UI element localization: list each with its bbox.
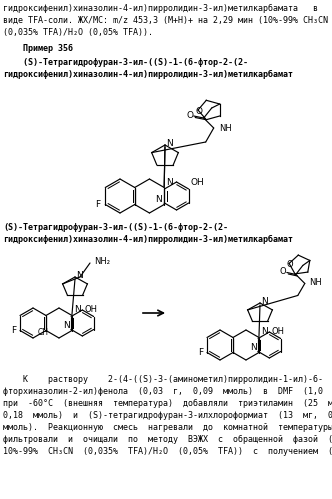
Text: К    раствору    2-(4-((S)-3-(аминометил)пирролидин-1-ил)-6-: К раствору 2-(4-((S)-3-(аминометил)пирро…: [3, 375, 323, 384]
Text: N: N: [261, 296, 268, 305]
Text: F: F: [198, 348, 203, 357]
Text: F: F: [95, 200, 100, 209]
Text: (S)-Тетрагидрофуран-3-ил-((S)-1-(6-фтор-2-(2-: (S)-Тетрагидрофуран-3-ил-((S)-1-(6-фтор-…: [3, 223, 228, 232]
Text: N: N: [74, 305, 81, 314]
Text: N: N: [63, 320, 70, 329]
Text: (0,035% TFA)/H₂O (0,05% TFA)).: (0,035% TFA)/H₂O (0,05% TFA)).: [3, 28, 153, 37]
Text: O: O: [186, 110, 193, 119]
Text: ммоль).  Реакционную  смесь  нагревали  до  комнатной  температуры,: ммоль). Реакционную смесь нагревали до к…: [3, 423, 332, 432]
Text: NH: NH: [219, 124, 231, 133]
Text: N: N: [76, 270, 83, 279]
Text: O: O: [287, 260, 293, 269]
Text: Пример 356: Пример 356: [3, 44, 73, 53]
Text: OH: OH: [271, 327, 285, 336]
Text: фторхиназолин-2-ил)фенола  (0,03  г,  0,09  ммоль)  в  DMF  (1,0  мл): фторхиназолин-2-ил)фенола (0,03 г, 0,09 …: [3, 387, 332, 396]
Text: 10%-99%  CH₃CN  (0,035%  TFA)/H₂O  (0,05%  TFA))  с  получением  (S)-: 10%-99% CH₃CN (0,035% TFA)/H₂O (0,05% TF…: [3, 447, 332, 456]
Text: NH₂: NH₂: [94, 257, 110, 266]
Text: O: O: [280, 267, 286, 276]
Text: гидроксифенил)хиназолин-4-ил)пирролидин-3-ил)метилкарбамата   в: гидроксифенил)хиназолин-4-ил)пирролидин-…: [3, 4, 318, 13]
Text: O: O: [196, 106, 203, 115]
Text: (S)-Тетрагидрофуран-3-ил-((S)-1-(6-фтор-2-(2-: (S)-Тетрагидрофуран-3-ил-((S)-1-(6-фтор-…: [3, 58, 248, 67]
Text: N: N: [166, 178, 173, 187]
Text: CH: CH: [38, 328, 48, 337]
Text: виде TFA-соли. ЖХ/МС: m/z 453,3 (M+H)+ на 2,29 мин (10%-99% CH₃CN: виде TFA-соли. ЖХ/МС: m/z 453,3 (M+H)+ н…: [3, 16, 328, 25]
Text: OH: OH: [84, 305, 97, 314]
Text: NH: NH: [309, 278, 322, 287]
Text: F: F: [11, 326, 16, 335]
Text: N: N: [261, 327, 268, 336]
Text: при  -60°C  (внешняя  температура)  добавляли  триэтиламин  (25  мл,: при -60°C (внешняя температура) добавлял…: [3, 399, 332, 408]
Text: OH: OH: [191, 178, 205, 187]
Text: 0,18  ммоль)  и  (S)-тетрагидрофуран-3-илхлороформиат  (13  мг,  0,09: 0,18 ммоль) и (S)-тетрагидрофуран-3-илхл…: [3, 411, 332, 420]
Text: N: N: [166, 139, 173, 148]
Text: гидроксифенил)хиназолин-4-ил)пирролидин-3-ил)метилкарбамат: гидроксифенил)хиназолин-4-ил)пирролидин-…: [3, 70, 293, 79]
Text: N: N: [250, 342, 257, 351]
Text: фильтровали  и  очищали  по  методу  ВЭЖХ  с  обращенной  фазой  (элюируя: фильтровали и очищали по методу ВЭЖХ с о…: [3, 435, 332, 444]
Text: гидроксифенил)хиназолин-4-ил)пирролидин-3-ил)метилкарбамат: гидроксифенил)хиназолин-4-ил)пирролидин-…: [3, 235, 293, 244]
Text: N: N: [155, 195, 162, 204]
